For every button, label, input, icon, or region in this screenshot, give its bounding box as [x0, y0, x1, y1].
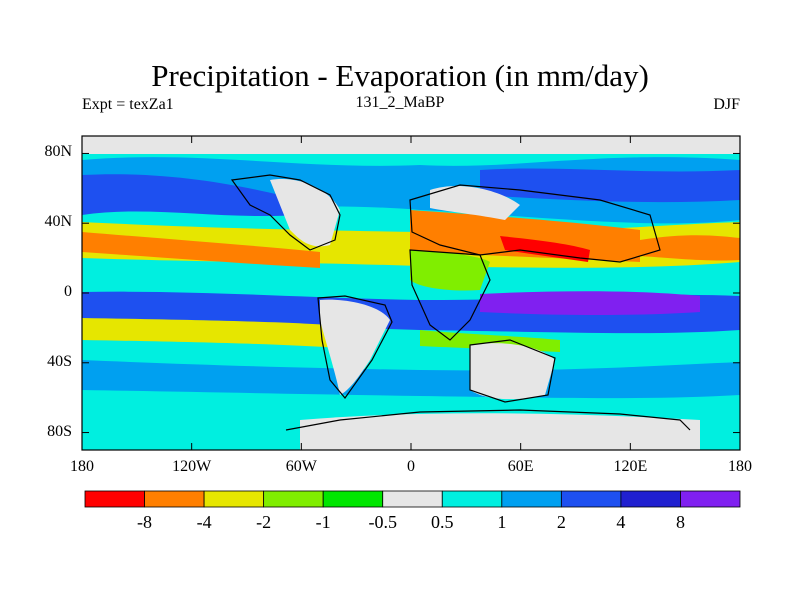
lon-tick-label: 120W — [172, 458, 212, 475]
lon-tick-label: 180 — [70, 458, 94, 475]
band-subtrop-orange2 — [640, 235, 740, 261]
coastline-eurasia — [409, 184, 661, 263]
lat-tick-label: 40N — [44, 213, 72, 231]
colorbar-swatch — [203, 490, 265, 508]
lon-tick-label: 180 — [728, 458, 752, 475]
coastline-africa — [409, 249, 491, 341]
lon-tick-label: 60W — [285, 458, 317, 475]
band-south-blue — [82, 360, 740, 399]
map-title: Precipitation - Evaporation (in mm/day) — [151, 58, 649, 93]
lat-tick-label: 80N — [44, 143, 72, 161]
band-arctic-gray — [82, 136, 740, 154]
colorbar-label: 2 — [556, 512, 566, 532]
band-north-darkblue — [82, 174, 300, 217]
map-field — [82, 136, 740, 450]
colorbar-label: -1 — [315, 512, 331, 532]
lat-tick-label: 0 — [64, 283, 72, 300]
colorbar-swatch — [84, 490, 145, 508]
coastline-australia — [469, 339, 556, 403]
lat-tick-label: 80S — [47, 422, 72, 440]
period-label: 131_2_MaBP — [355, 94, 445, 111]
land-antarctica — [300, 413, 700, 450]
colorbar-label: -4 — [196, 512, 212, 532]
coastline-south-america — [317, 295, 393, 399]
colorbar-label: -0.5 — [368, 512, 397, 532]
colorbar-label: -2 — [256, 512, 272, 532]
lon-tick-label: 0 — [407, 458, 415, 475]
land-australia — [470, 343, 555, 400]
lon-tick-label: 60E — [507, 458, 534, 475]
land-africa-green — [410, 250, 490, 291]
colorbar-swatch — [501, 490, 562, 508]
colorbar-swatch — [560, 490, 622, 508]
colorbar-swatch — [441, 490, 503, 508]
colorbar-swatch — [382, 490, 443, 508]
coastline-north-america — [230, 174, 341, 251]
colorbar-label: -8 — [137, 512, 153, 532]
season-label: DJF — [713, 96, 740, 113]
band-subtrop-orange — [82, 232, 320, 268]
colorbar-swatch — [144, 490, 205, 508]
colorbar-swatch — [263, 490, 324, 508]
coastline-antarctica — [285, 409, 691, 431]
colorbar-swatch — [620, 490, 681, 508]
land-north-america — [270, 179, 340, 247]
colorbar-label: 8 — [675, 512, 685, 532]
band-itcz-purple — [480, 291, 700, 315]
colorbar-swatch — [680, 490, 741, 508]
land-south-america — [320, 299, 390, 395]
colorbar-swatch — [322, 490, 384, 508]
colorbar-label: 1 — [497, 512, 507, 532]
band-south-yellow — [82, 318, 340, 348]
land-europe — [430, 185, 520, 220]
colorbar-label: 4 — [616, 512, 626, 532]
land-asia-red — [500, 236, 590, 262]
experiment-label: Expt = texZa1 — [82, 96, 174, 113]
colorbar-label: 0.5 — [431, 512, 454, 532]
lon-tick-label: 120E — [613, 458, 648, 475]
lat-tick-label: 40S — [47, 352, 72, 370]
